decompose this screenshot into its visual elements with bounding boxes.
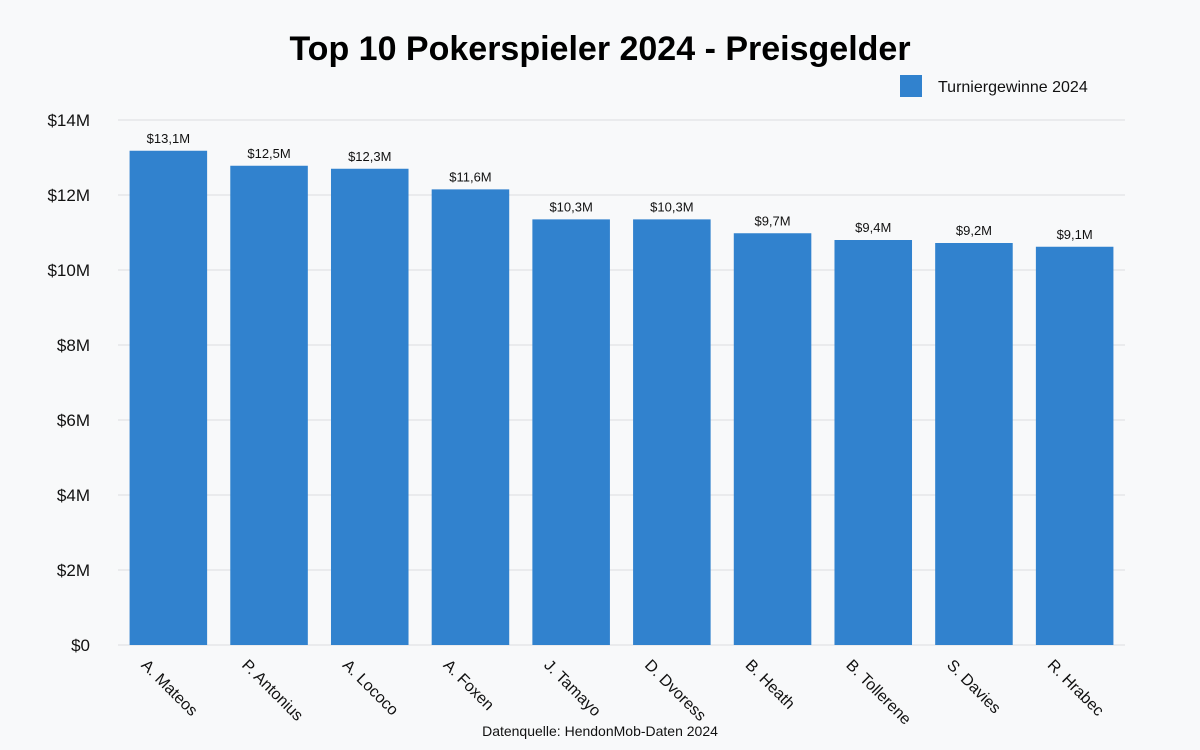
y-tick-label: $4M xyxy=(57,486,90,505)
legend: Turniergewinne 2024 xyxy=(900,75,1088,97)
bar xyxy=(733,233,812,645)
y-tick-label: $2M xyxy=(57,561,90,580)
x-tick-label: A. Mateos xyxy=(138,657,201,720)
x-axis-tick-labels: A. Mateos P. Antonius A. Lococo A. Foxen J. … xyxy=(138,657,1107,729)
x-tick-label: A. Foxen xyxy=(440,657,497,714)
legend-swatch xyxy=(900,75,922,97)
x-tick-label: S. Davies xyxy=(943,657,1003,717)
x-tick-label: D. Dvoress xyxy=(641,657,709,725)
bar xyxy=(1035,246,1114,645)
bar-value-label: $9,7M xyxy=(754,213,790,228)
bar-value-label: $9,2M xyxy=(956,223,992,238)
y-tick-label: $14M xyxy=(47,111,90,130)
y-tick-label: $12M xyxy=(47,186,90,205)
bar xyxy=(834,240,913,645)
bar-value-labels: $13,1M $12,5M $12,3M $11,6M $10,3M $10,3M $9,7… xyxy=(147,131,1093,242)
bar xyxy=(129,150,208,645)
bar-value-label: $9,1M xyxy=(1057,227,1093,242)
bar xyxy=(532,219,610,645)
bar-value-label: $10,3M xyxy=(549,199,592,214)
bar xyxy=(431,189,510,645)
y-tick-label: $0 xyxy=(71,636,90,655)
bar xyxy=(935,243,1013,645)
bar xyxy=(633,219,711,645)
x-tick-label: A. Lococo xyxy=(339,657,401,719)
source-note: Datenquelle: HendonMob-Daten 2024 xyxy=(482,723,718,739)
x-tick-label: B. Heath xyxy=(742,657,798,713)
bars xyxy=(129,150,1114,645)
bar-value-label: $9,4M xyxy=(855,220,891,235)
y-tick-label: $8M xyxy=(57,336,90,355)
y-tick-label: $6M xyxy=(57,411,90,430)
x-tick-label: B. Tollerene xyxy=(842,657,914,729)
chart-title: Top 10 Pokerspieler 2024 - Preisgelder xyxy=(289,30,910,68)
x-tick-label: J. Tamayo xyxy=(540,657,603,720)
bar-value-label: $11,6M xyxy=(449,169,491,184)
bar-value-label: $12,3M xyxy=(348,149,391,164)
y-tick-label: $10M xyxy=(47,261,90,280)
bar-value-label: $13,1M xyxy=(147,131,190,146)
legend-label: Turniergewinne 2024 xyxy=(938,79,1088,96)
x-tick-label: P. Antonius xyxy=(238,657,306,725)
bar xyxy=(230,165,308,645)
bar-value-label: $12,5M xyxy=(247,146,290,161)
bar xyxy=(330,168,409,645)
x-tick-label: R. Hrabec xyxy=(1044,657,1107,720)
bar-value-label: $10,3M xyxy=(650,199,693,214)
y-axis-tick-labels: $0 $2M $4M $6M $8M $10M $12M $14M xyxy=(47,111,90,655)
